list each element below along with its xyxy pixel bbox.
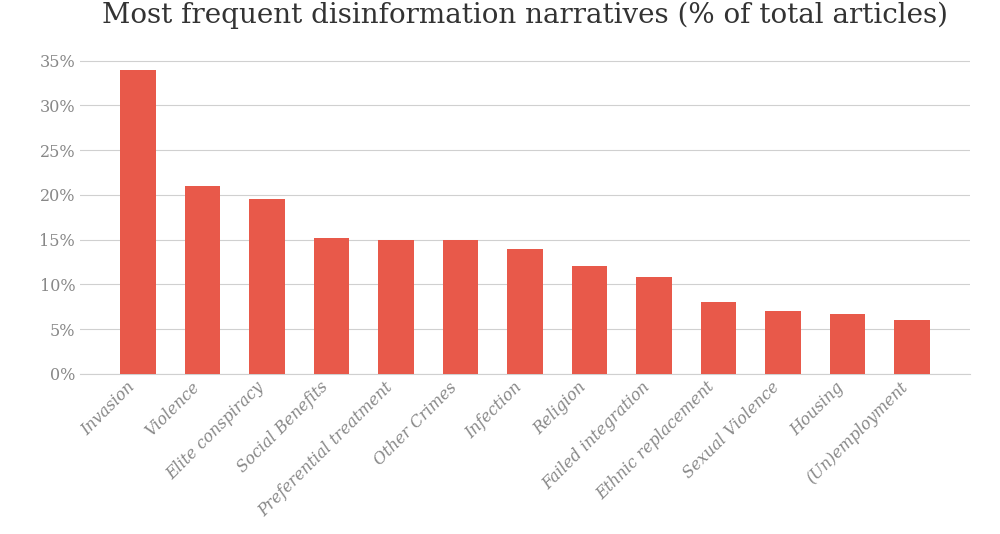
Bar bbox=[701, 302, 736, 374]
Bar bbox=[249, 199, 285, 374]
Bar bbox=[120, 69, 156, 374]
Bar bbox=[765, 311, 801, 374]
Bar bbox=[443, 240, 478, 374]
Bar bbox=[830, 314, 865, 374]
Title: Most frequent disinformation narratives (% of total articles): Most frequent disinformation narratives … bbox=[102, 2, 948, 29]
Bar bbox=[378, 240, 414, 374]
Bar bbox=[636, 277, 672, 374]
Bar bbox=[314, 238, 349, 374]
Bar bbox=[894, 320, 930, 374]
Bar bbox=[507, 248, 543, 374]
Bar bbox=[185, 186, 220, 374]
Bar bbox=[572, 266, 607, 374]
